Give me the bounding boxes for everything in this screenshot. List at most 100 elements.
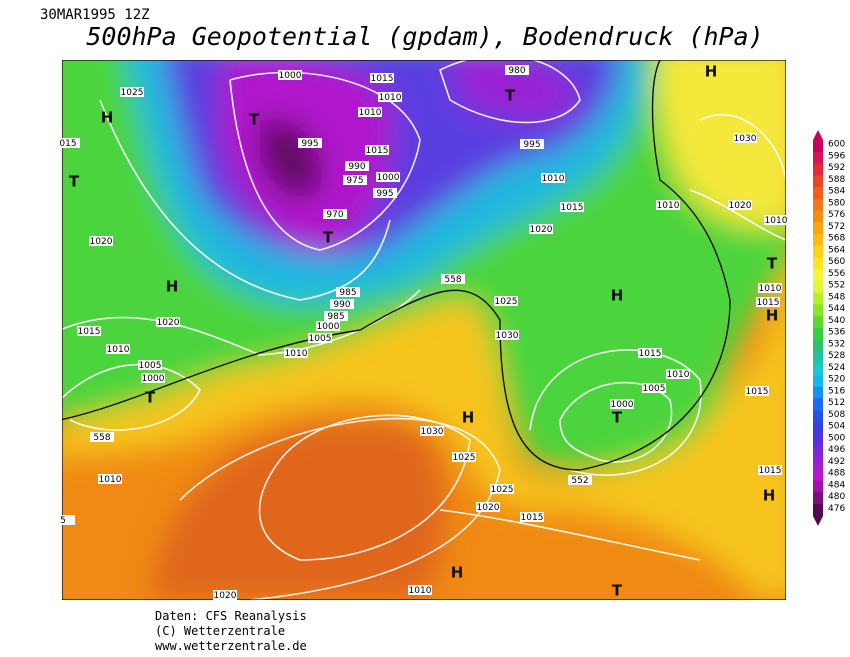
isobar-label: 1010 [107, 345, 130, 355]
colorbar-label: 552 [828, 281, 845, 291]
colorbar-label: 508 [828, 410, 845, 420]
isobar-label-box [345, 161, 369, 171]
colorbar-swatch [813, 492, 823, 505]
isobar-label: 985 [339, 288, 356, 298]
isobar-label: 1030 [496, 331, 519, 341]
colorbar-swatch [813, 504, 823, 517]
isobar-label: 1020 [477, 503, 500, 513]
colorbar-label: 584 [828, 187, 845, 197]
pressure-center: H [462, 409, 475, 427]
isobar-label-box [316, 321, 340, 331]
isobar-label: 1015 [366, 146, 389, 156]
colorbar-swatch [813, 269, 823, 282]
colorbar-label: 484 [828, 480, 845, 490]
pressure-center: H [166, 278, 179, 296]
colorbar-swatch [813, 175, 823, 188]
colorbar-swatch [813, 375, 823, 388]
isobar-label-box [330, 299, 354, 309]
isobar-label: 558 [444, 275, 461, 285]
isobar-label: 1025 [453, 453, 476, 463]
isobar-label-box [610, 399, 634, 409]
footer-line: www.wetterzentrale.de [155, 639, 307, 653]
colorbar-label: 516 [828, 386, 845, 396]
isobar-label: 1020 [214, 591, 237, 601]
isobar-label-box [494, 296, 518, 306]
isobar-label-box [373, 188, 397, 198]
isobar-label-box [56, 138, 80, 148]
colorbar-label: 572 [828, 222, 845, 232]
colorbar-label: 496 [828, 445, 845, 455]
isobar-label: 1030 [421, 427, 444, 437]
colorbar-swatch [813, 281, 823, 294]
pressure-center: T [612, 582, 623, 600]
isobar-label-box [728, 200, 752, 210]
colorbar-swatch [813, 210, 823, 223]
isobar-label-box [138, 360, 162, 370]
pressure-center: T [323, 229, 334, 247]
isobar-label: 558 [93, 433, 110, 443]
isobar-label: 1000 [317, 322, 340, 332]
isobar-label: 1025 [491, 485, 514, 495]
colorbar-swatch [813, 163, 823, 176]
pressure-center: H [705, 63, 718, 81]
colorbar-swatch [813, 410, 823, 423]
isobar-label: 1010 [379, 93, 402, 103]
colorbar-label: 588 [828, 175, 845, 185]
colorbar-label: 568 [828, 234, 845, 244]
colorbar-label: 492 [828, 457, 845, 467]
colorbar-swatch [813, 339, 823, 352]
isobar-label: 1015 [759, 466, 782, 476]
isobar-label-box [213, 590, 237, 600]
isobar-label-box [656, 200, 680, 210]
isobar-label: 990 [333, 300, 350, 310]
colorbar-swatch [813, 351, 823, 364]
colorbar-swatch [813, 433, 823, 446]
colorbar-swatch [813, 316, 823, 329]
isobar-label: 1025 [121, 88, 144, 98]
colorbar-label: 500 [828, 433, 845, 443]
isobar-label-box [370, 73, 394, 83]
map-title: 500hPa Geopotential (gpdam), Bodendruck … [86, 22, 763, 51]
isobar-label: 975 [346, 176, 363, 186]
pressure-center: T [145, 389, 156, 407]
isobar-label: 1000 [611, 400, 634, 410]
colorbar-swatch [813, 198, 823, 211]
pressure-center: H [763, 487, 776, 505]
isobar-label-box [756, 297, 780, 307]
colorbar-bottom-arrow [813, 516, 823, 526]
isobar-label-box [642, 383, 666, 393]
pressure-center: H [766, 307, 779, 325]
isobar-label: 1010 [657, 201, 680, 211]
colorbar-label: 556 [828, 269, 845, 279]
colorbar-swatch [813, 234, 823, 247]
isobar-label: 1020 [530, 225, 553, 235]
isobar-label-box [541, 173, 565, 183]
isobar-label: 1015 [521, 513, 544, 523]
colorbar-label: 532 [828, 339, 845, 349]
isobar-label: 1015 [78, 327, 101, 337]
isobar-label-box [764, 215, 788, 225]
isobar-label-box [365, 145, 389, 155]
colorbar-label: 548 [828, 292, 845, 302]
isobar-label: 1010 [759, 284, 782, 294]
isobar-label: 552 [571, 476, 588, 486]
isobar-label-box [520, 512, 544, 522]
colorbar-label: 560 [828, 257, 845, 267]
colorbar-swatch [813, 480, 823, 493]
colorbar-swatch [813, 469, 823, 482]
colorbar-top-arrow [813, 130, 823, 140]
colorbar-label: 600 [828, 140, 845, 150]
isobar-label: 1015 [371, 74, 394, 84]
colorbar-label: 528 [828, 351, 845, 361]
colorbar-swatch [813, 445, 823, 458]
isobar-label: 1000 [142, 374, 165, 384]
footer-line: Daten: CFS Reanalysis [155, 609, 307, 623]
colorbar-label: 540 [828, 316, 845, 326]
colorbar-label: 596 [828, 151, 845, 161]
isobar-label: 1015 [746, 387, 769, 397]
isobars [62, 60, 786, 600]
isobar-label-box [141, 373, 165, 383]
isobar-label-box [77, 326, 101, 336]
isobar-label: 1020 [90, 237, 113, 247]
